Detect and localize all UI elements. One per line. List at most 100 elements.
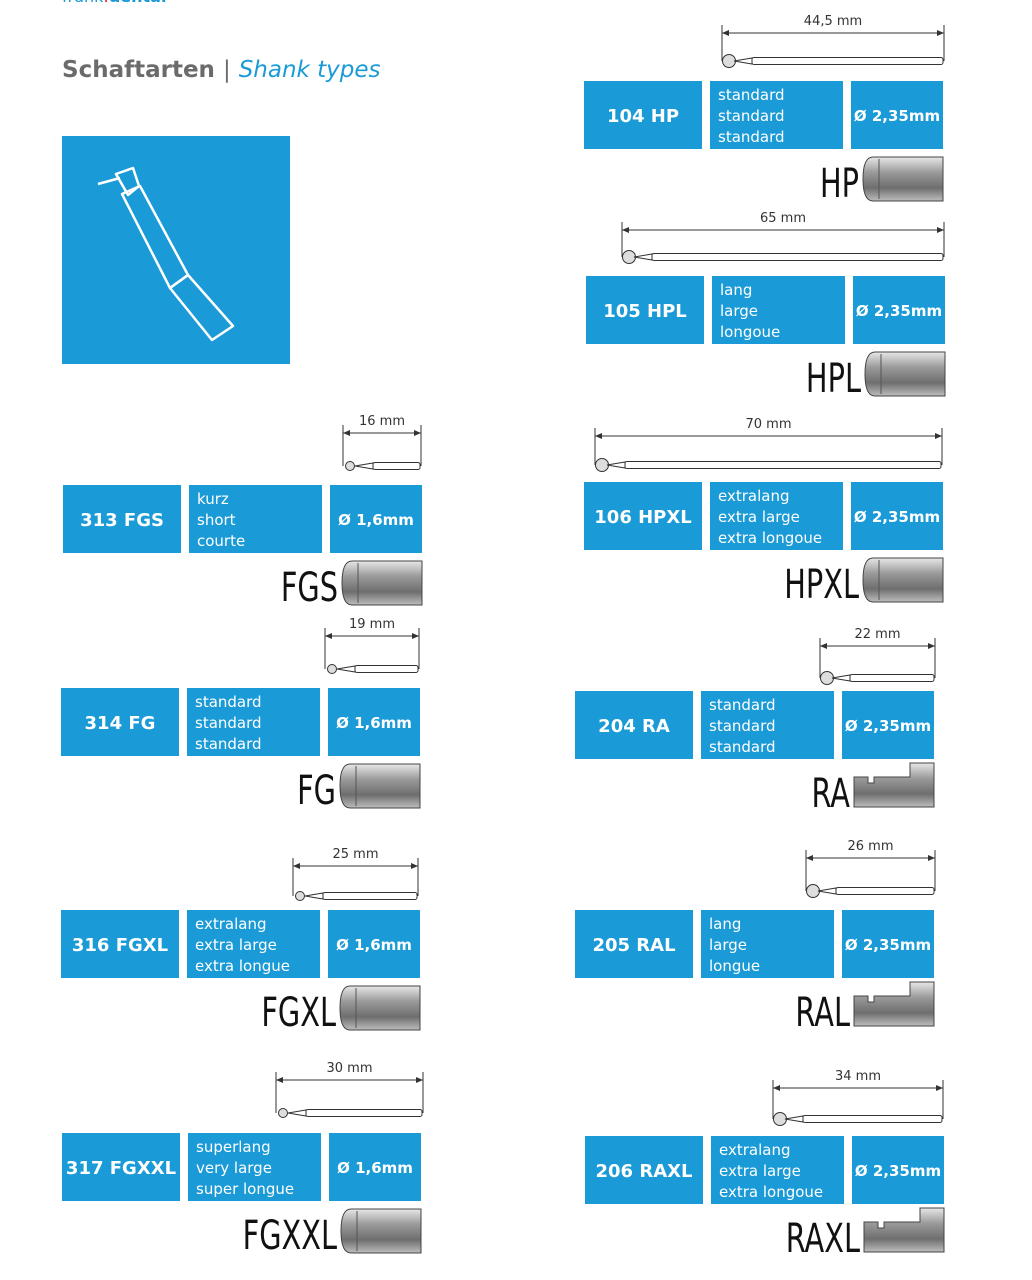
shank-label: RAXL — [786, 1216, 861, 1262]
diameter: Ø 1,6mm — [336, 714, 412, 732]
product-code: 106 HPXL — [594, 507, 691, 528]
diameter-box — [329, 1133, 421, 1201]
length-label: 30 mm — [326, 1061, 372, 1076]
shank-label: RA — [811, 771, 850, 817]
title-separator: | — [223, 57, 231, 83]
description-box — [187, 688, 320, 756]
brand-name: frank — [62, 0, 104, 6]
diameter: Ø 1,6mm — [338, 511, 414, 529]
bur-shank — [802, 1115, 943, 1123]
bur-shank — [651, 253, 944, 261]
shank-drawing — [853, 981, 935, 1027]
diameter-box — [852, 1136, 944, 1204]
diameter: Ø 2,35mm — [855, 1162, 941, 1180]
bur-neck — [784, 1115, 804, 1123]
bur-head — [278, 1108, 288, 1118]
length-label: 34 mm — [835, 1069, 881, 1084]
bur-head — [595, 458, 609, 472]
shank-label: FGXXL — [243, 1213, 338, 1259]
length-label: 65 mm — [760, 211, 806, 226]
diameter-box — [328, 688, 420, 756]
product-code: 317 FGXXL — [66, 1158, 176, 1179]
description-line: extra longoue — [718, 529, 822, 547]
shank-drawing — [863, 1207, 945, 1253]
diameter: Ø 2,35mm — [845, 717, 931, 735]
handpiece-icon — [62, 136, 290, 364]
description-line: extra large — [195, 936, 277, 954]
length-label: 22 mm — [854, 627, 900, 642]
code-box — [575, 910, 693, 978]
product-code: 314 FG — [85, 713, 156, 734]
length-label: 26 mm — [847, 839, 893, 854]
bur-head — [345, 461, 355, 471]
bur-head — [622, 250, 636, 264]
shank-drawing — [339, 985, 421, 1031]
brand: frank:dental — [62, 0, 166, 6]
description-line: standard — [195, 714, 262, 732]
shank-label: HPXL — [784, 562, 859, 608]
description-line: standard — [709, 717, 776, 735]
bur-neck — [336, 665, 356, 673]
shank-drawing — [864, 351, 946, 397]
description-line: large — [709, 936, 747, 954]
bur-head — [820, 671, 834, 685]
description-line: standard — [718, 128, 785, 146]
description-line: standard — [718, 86, 785, 104]
shank-drawing — [862, 156, 944, 202]
bur-neck — [733, 57, 753, 65]
bur-neck — [831, 674, 851, 682]
description-box — [712, 276, 845, 344]
description-box — [701, 910, 834, 978]
description-line: standard — [718, 107, 785, 125]
description-line: standard — [195, 735, 262, 753]
code-box — [584, 81, 702, 149]
diameter: Ø 1,6mm — [337, 1159, 413, 1177]
description-box — [701, 691, 834, 759]
length-label: 70 mm — [745, 417, 791, 432]
description-line: large — [720, 302, 758, 320]
description-line: superlang — [196, 1138, 271, 1156]
shank-label: HP — [820, 161, 859, 207]
bur-neck — [633, 253, 653, 261]
bur-head — [327, 664, 337, 674]
description-box — [187, 910, 320, 978]
description-box — [711, 1136, 844, 1204]
code-box — [62, 1133, 180, 1201]
length-label: 25 mm — [332, 847, 378, 862]
shank-drawing — [862, 557, 944, 603]
bur-head — [806, 884, 820, 898]
product: 19 mm 314 FG standard standard standard Ø 1,6… — [61, 617, 421, 814]
product-code: 313 FGS — [80, 510, 164, 531]
diameter: Ø 1,6mm — [336, 936, 412, 954]
shank-label: FGXL — [261, 990, 336, 1036]
description-box — [710, 81, 843, 149]
title-de: Schaftarten — [62, 57, 215, 83]
page-title: Schaftarten | Shank types — [62, 57, 381, 83]
product: 44,5 mm 104 HP standard standard standard Ø 2… — [584, 14, 945, 207]
bur-head — [773, 1112, 787, 1126]
description-line: extralang — [719, 1141, 790, 1159]
diameter-box — [842, 691, 934, 759]
description-line: standard — [195, 693, 262, 711]
description-line: longue — [709, 957, 760, 975]
diameter-box — [330, 485, 422, 553]
bur-shank — [322, 892, 418, 900]
description-line: extralang — [718, 487, 789, 505]
diameter: Ø 2,35mm — [854, 508, 940, 526]
description-line: longoue — [720, 323, 780, 341]
diameter-box — [328, 910, 420, 978]
product: 34 mm 206 RAXL extralang extra large extra l… — [585, 1069, 945, 1262]
description-line: extra large — [719, 1162, 801, 1180]
code-box — [61, 688, 179, 756]
shank-label: HPL — [806, 356, 862, 402]
bur-shank — [624, 461, 942, 469]
bur-neck — [354, 462, 374, 470]
description-box — [710, 482, 843, 550]
product-code: 105 HPL — [603, 301, 687, 322]
code-box — [61, 910, 179, 978]
product: 30 mm 317 FGXXL superlang very large super l… — [62, 1061, 424, 1259]
bur-shank — [751, 57, 944, 65]
length-label: 44,5 mm — [804, 14, 862, 29]
description-line: courte — [197, 532, 245, 550]
